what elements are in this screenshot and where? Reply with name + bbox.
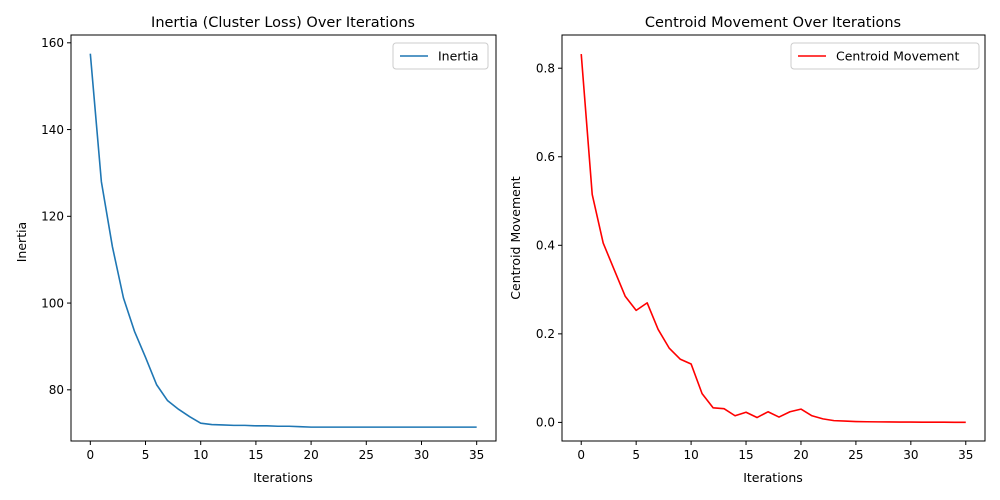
inertia-y-tick-label: 160 [41,36,64,50]
centroid-y-axis-label: Centroid Movement [508,176,523,299]
inertia-x-axis-label: Iterations [253,470,313,485]
inertia-y-tick-label: 140 [41,123,64,137]
inertia-legend-box [392,42,489,70]
centroid-x-tick-label: 25 [848,448,863,462]
centroid-x-tick-label: 10 [683,448,698,462]
inertia-plot-frame [70,34,497,442]
inertia-legend-label: Inertia [438,49,478,64]
centroid-series [580,53,966,424]
inertia-x-tick-label: 25 [359,448,374,462]
centroid-y-tick-label: 0.6 [536,150,555,164]
inertia-x-tick-label: 15 [248,448,263,462]
inertia-x-tick-label: 35 [469,448,484,462]
centroid-chart: Centroid Movement Over Iterations Iterat… [508,15,986,485]
centroid-x-axis-label: Iterations [743,470,803,485]
centroid-chart-title: Centroid Movement Over Iterations [645,15,901,31]
inertia-series [89,53,477,428]
centroid-x-tick-label: 5 [632,448,640,462]
centroid-series-line [580,53,966,424]
inertia-ticks: 0 5 10 15 20 25 30 35 80 100 120 140 160 [41,36,484,462]
inertia-series-line [89,53,477,428]
centroid-legend-box [790,42,980,70]
centroid-y-tick-label: 0.8 [536,62,555,76]
inertia-y-tick-label: 80 [49,383,64,397]
inertia-legend: Inertia [392,42,489,70]
inertia-y-tick-label: 100 [41,296,64,310]
centroid-x-tick-label: 30 [903,448,918,462]
inertia-chart-title: Inertia (Cluster Loss) Over Iterations [151,15,415,31]
centroid-legend: Centroid Movement [790,42,980,70]
inertia-x-tick-label: 10 [193,448,208,462]
centroid-x-tick-label: 15 [738,448,753,462]
inertia-y-tick-label: 120 [41,210,64,224]
inertia-x-tick-label: 30 [414,448,429,462]
centroid-x-tick-label: 35 [958,448,973,462]
centroid-legend-label: Centroid Movement [836,49,959,64]
inertia-x-tick-label: 0 [86,448,94,462]
centroid-x-tick-label: 20 [793,448,808,462]
inertia-y-axis-label: Inertia [14,222,29,262]
centroid-plot-frame [561,34,986,442]
centroid-y-tick-label: 0.4 [536,239,555,253]
inertia-chart: Inertia (Cluster Loss) Over Iterations I… [14,15,497,485]
centroid-y-tick-label: 0.0 [536,416,555,430]
centroid-y-tick-label: 0.2 [536,327,555,341]
inertia-x-tick-label: 5 [142,448,150,462]
centroid-x-tick-label: 0 [577,448,585,462]
inertia-x-tick-label: 20 [303,448,318,462]
centroid-ticks: 0 5 10 15 20 25 30 35 0.0 0.2 0.4 0.6 0.8 [536,62,974,462]
